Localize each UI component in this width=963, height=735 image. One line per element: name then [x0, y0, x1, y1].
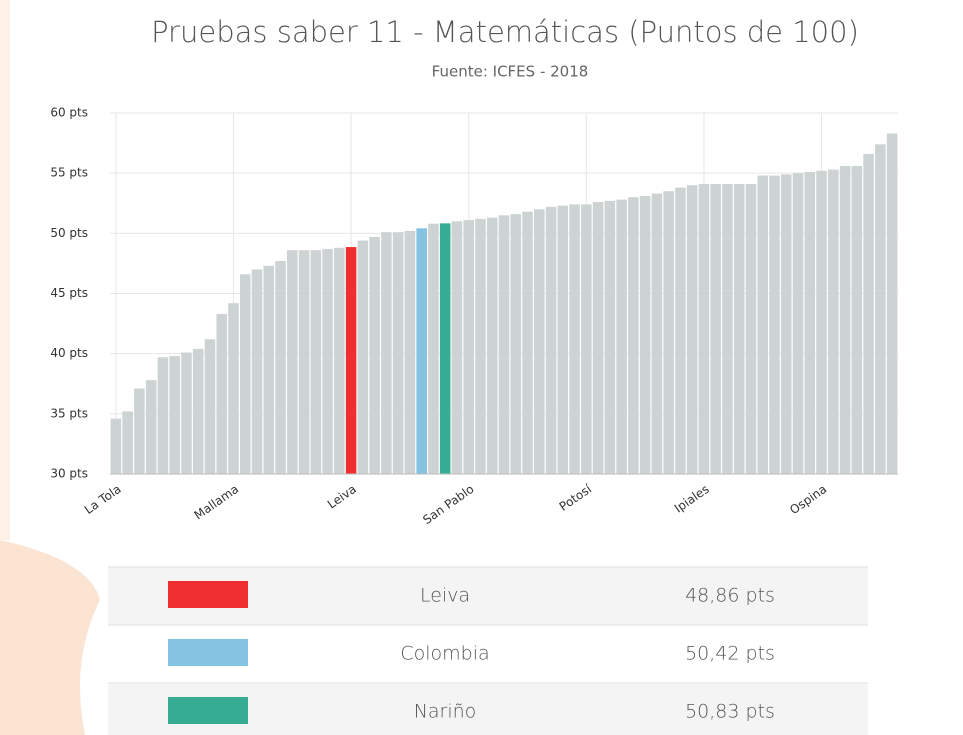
bar	[392, 232, 404, 474]
bar	[863, 153, 874, 474]
bar	[557, 205, 569, 474]
bar	[804, 171, 816, 475]
bar	[534, 209, 545, 474]
bar	[545, 206, 557, 475]
y-tick-label: 35 pts	[50, 406, 88, 420]
background-shape	[0, 540, 100, 735]
bar	[569, 204, 580, 474]
chart-title: Pruebas saber 11 - Matemáticas (Puntos d…	[151, 15, 859, 49]
bar	[675, 187, 686, 474]
bar	[287, 250, 298, 474]
legend-value: 48,86 pts	[685, 585, 775, 607]
y-tick-label: 50 pts	[50, 226, 88, 240]
bar	[428, 223, 439, 474]
bar	[275, 261, 286, 474]
bar	[145, 380, 157, 474]
bar	[769, 175, 780, 474]
bar	[169, 356, 180, 474]
bar	[592, 202, 604, 474]
bar	[851, 165, 863, 475]
legend-name: Nariño	[414, 701, 477, 723]
y-tick-label: 55 pts	[50, 166, 88, 180]
bar	[616, 199, 627, 474]
bar	[875, 144, 886, 474]
y-tick-label: 60 pts	[50, 106, 88, 120]
bar	[239, 274, 251, 474]
bar	[663, 191, 674, 474]
bar	[357, 240, 369, 474]
bar	[204, 339, 216, 474]
y-tick-label: 45 pts	[50, 286, 88, 300]
chart-subtitle: Fuente: ICFES - 2018	[432, 63, 589, 81]
bar	[369, 236, 380, 474]
legend-table: Leiva 48,86 pts Colombia 50,42 pts Nariño 50,…	[108, 566, 868, 735]
bar	[486, 217, 498, 474]
bar	[651, 193, 663, 474]
bar	[698, 183, 710, 474]
bar	[828, 169, 839, 474]
bar	[886, 133, 898, 474]
bar	[722, 183, 733, 474]
bar	[404, 230, 416, 474]
bar	[345, 247, 357, 474]
bar	[686, 185, 698, 474]
legend-name: Colombia	[400, 643, 489, 665]
legend-swatch	[168, 639, 248, 666]
bar	[322, 248, 333, 474]
legend-value: 50,83 pts	[685, 701, 775, 723]
bar	[839, 165, 851, 475]
legend-name: Leiva	[420, 585, 470, 607]
bar	[792, 173, 804, 474]
bar	[228, 303, 239, 474]
bar	[439, 223, 451, 474]
bar	[498, 215, 510, 475]
chart-card	[10, 0, 963, 540]
bar	[334, 247, 345, 474]
legend-value: 50,42 pts	[685, 643, 775, 665]
bar	[475, 218, 486, 474]
bar	[816, 170, 827, 474]
bar	[628, 197, 639, 474]
bar	[581, 204, 592, 474]
bar	[263, 265, 275, 474]
bar	[463, 220, 474, 474]
bar	[780, 174, 792, 474]
bar	[216, 313, 228, 474]
bar	[757, 175, 769, 474]
legend-swatch	[168, 581, 248, 608]
bar	[251, 269, 263, 474]
bar	[733, 183, 745, 474]
bar	[134, 388, 145, 474]
bar	[110, 418, 122, 474]
bar	[181, 352, 192, 474]
legend-swatch	[168, 697, 248, 724]
bar	[310, 250, 322, 474]
bar	[710, 183, 721, 474]
bar	[157, 357, 169, 474]
bar	[510, 214, 522, 474]
bar	[192, 348, 204, 474]
bar	[451, 221, 463, 474]
bar	[604, 200, 616, 475]
y-tick-label: 30 pts	[50, 467, 88, 481]
bar	[639, 196, 651, 474]
bar	[381, 232, 392, 474]
y-tick-label: 40 pts	[50, 346, 88, 360]
bar	[122, 411, 133, 474]
bar	[522, 211, 533, 474]
bar	[298, 250, 310, 474]
bar	[745, 183, 757, 474]
bar	[416, 228, 427, 474]
